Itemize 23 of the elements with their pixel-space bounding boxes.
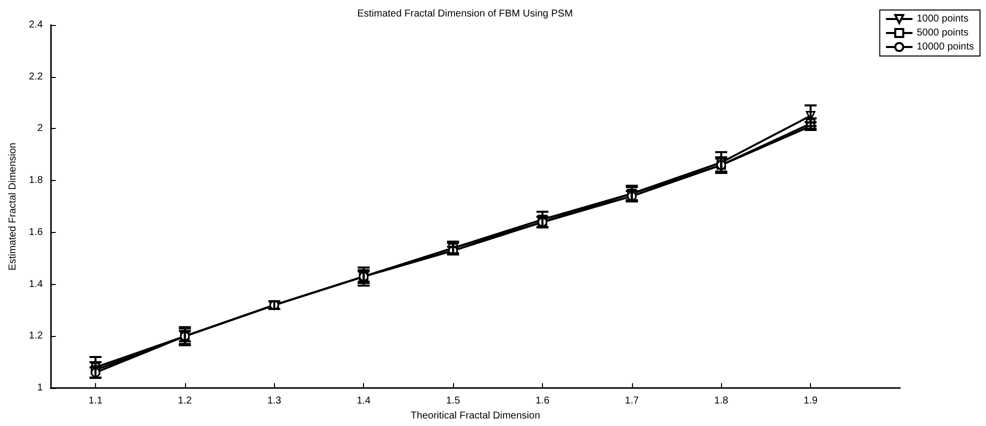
- y-axis-title: Estimated Fractal Dimension: [8, 142, 18, 270]
- x-tick-label: 1.1: [88, 396, 103, 407]
- y-tick-label: 2.4: [28, 20, 44, 30]
- x-tick-label: 1.6: [535, 396, 550, 407]
- chart-title: Estimated Fractal Dimension of FBM Using PSM: [357, 8, 573, 20]
- x-tick-label: 1.7: [624, 396, 640, 407]
- x-tick-label: 1.9: [804, 396, 818, 407]
- legend-label: 5000 points: [916, 28, 968, 38]
- x-tick-label: 1.5: [446, 396, 460, 407]
- y-tick-label: 1.4: [28, 278, 44, 290]
- y-tick-label: 1.6: [28, 226, 44, 238]
- legend-label: 1000 points: [916, 14, 968, 24]
- y-tick-label: 2: [37, 123, 44, 134]
- x-tick-label: 1.4: [356, 396, 372, 407]
- x-tick-label: 1.2: [178, 396, 192, 407]
- y-tick-label: 1.2: [28, 330, 44, 342]
- legend-label: 10000 points: [916, 42, 974, 52]
- x-tick-label: 1.3: [267, 396, 282, 407]
- y-tick-label: 1: [37, 382, 44, 394]
- x-axis-title: Theoritical Fractal Dimension: [410, 410, 540, 422]
- y-tick-label: 2.2: [28, 71, 44, 82]
- x-tick-label: 1.8: [714, 396, 729, 407]
- y-tick-label: 1.8: [28, 175, 44, 186]
